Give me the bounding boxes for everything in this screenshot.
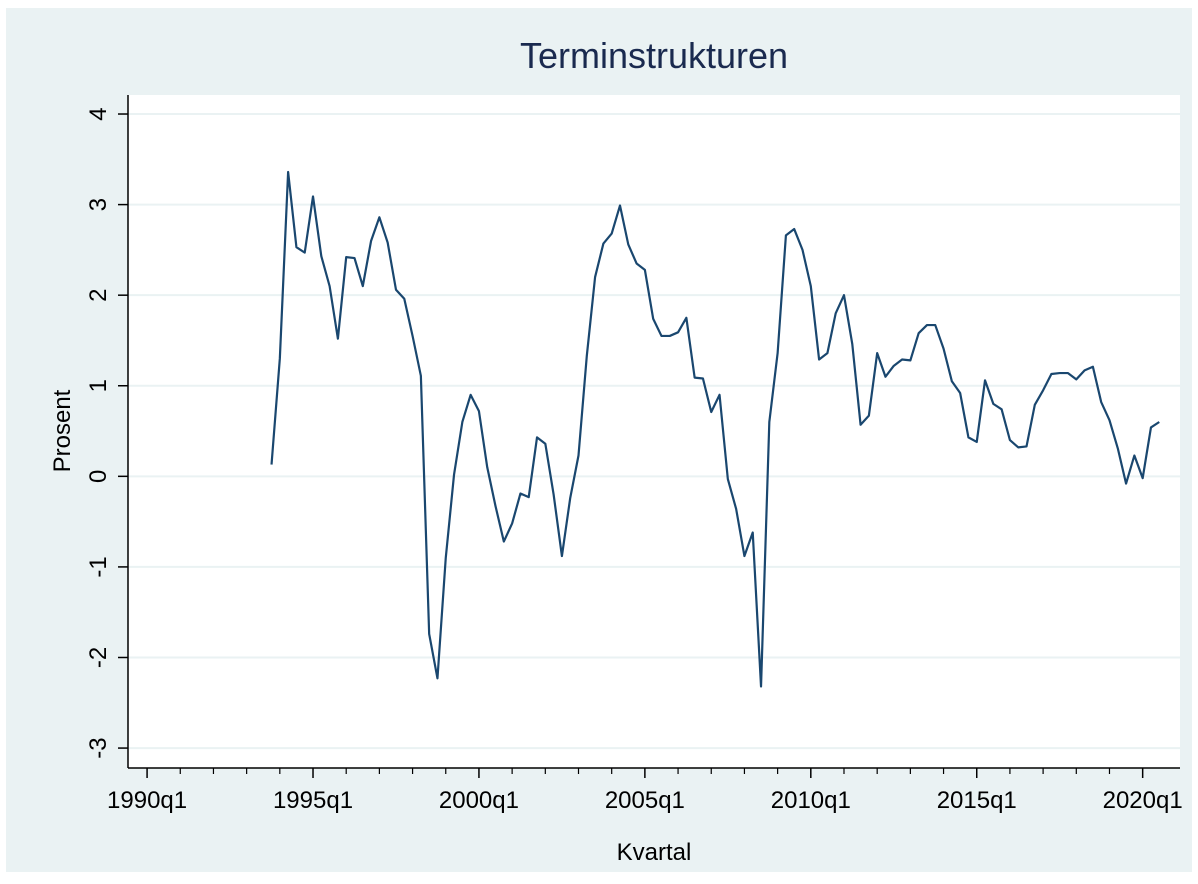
chart-title: Terminstrukturen [520,35,788,76]
y-tick-label: 4 [85,107,112,120]
x-tick-label: 2020q1 [1103,787,1183,814]
y-tick-label: -1 [85,556,112,577]
x-tick-label: 2010q1 [771,787,851,814]
line-series [270,170,1160,688]
plot-background [128,95,1180,768]
x-tick-label: 2015q1 [937,787,1017,814]
x-axis-label: Kvartal [617,839,692,866]
y-tick-label: -3 [85,737,112,758]
x-tick-label: 1995q1 [273,787,353,814]
y-tick-label: 3 [85,198,112,211]
y-axis-label: Prosent [49,389,76,472]
x-tick-label: 2000q1 [439,787,519,814]
x-tick-label: 2005q1 [605,787,685,814]
y-tick-label: 1 [85,379,112,392]
y-tick-label: -2 [85,647,112,668]
y-tick-label: 0 [85,470,112,483]
x-tick-label: 1990q1 [107,787,187,814]
y-tick-label: 2 [85,288,112,301]
